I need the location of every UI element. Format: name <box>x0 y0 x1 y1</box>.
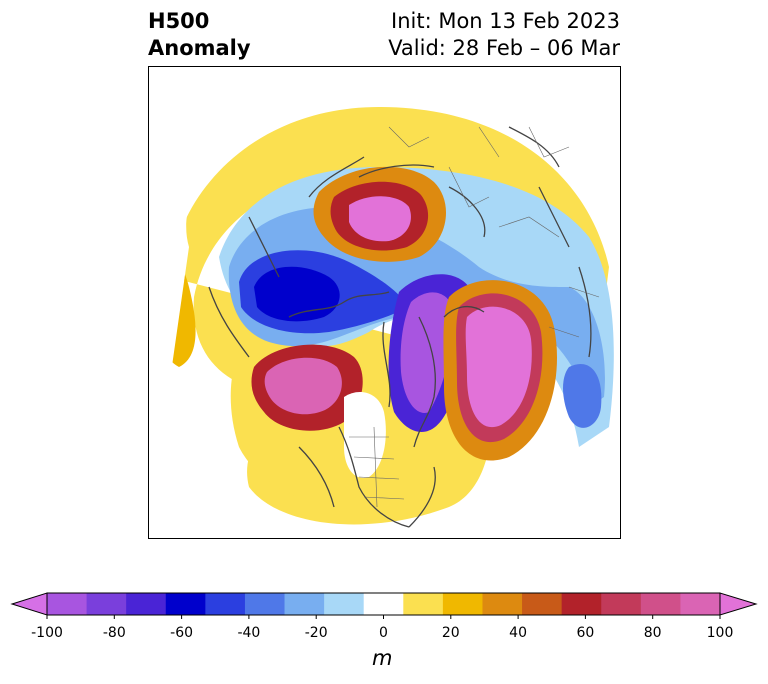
colorbar-tick-label: -20 <box>304 625 328 641</box>
colorbar-segment <box>522 593 563 615</box>
map-svg <box>169 107 614 528</box>
colorbar-tick-label: -40 <box>237 625 261 641</box>
colorbar-segment <box>126 593 167 615</box>
colorbar-tick-label: -60 <box>170 625 194 641</box>
colorbar-tick-label: 60 <box>576 625 595 641</box>
title-variable: H500 <box>148 9 210 33</box>
contour-negative-europe <box>563 363 602 428</box>
colorbar-segment <box>601 593 642 615</box>
valid-range: Valid: 28 Feb – 06 Mar <box>388 36 620 60</box>
title-field: Anomaly <box>148 36 251 60</box>
colorbar-segment <box>284 593 325 615</box>
contour-positive-pacific-core <box>264 357 342 415</box>
colorbar-segment <box>363 593 404 615</box>
colorbar-unit: m <box>372 646 393 670</box>
anomaly-map <box>148 66 621 539</box>
date-info: Init: Mon 13 Feb 2023 Valid: 28 Feb – 06… <box>388 8 620 62</box>
colorbar-extend-high <box>719 592 758 616</box>
colorbar <box>10 592 758 619</box>
country-borders <box>349 126 600 508</box>
init-date: Init: Mon 13 Feb 2023 <box>391 9 620 33</box>
contour-negative-siberia-core <box>400 292 454 413</box>
coastlines <box>208 126 592 528</box>
colorbar-tick-label: 20 <box>441 625 460 641</box>
colorbar-segment <box>482 593 523 615</box>
contour-negative-peak-canada <box>254 266 340 322</box>
contour-positive-atlantic-core <box>465 306 532 428</box>
colorbar-segment <box>561 593 602 615</box>
contour-positive-arctic-core <box>349 196 411 242</box>
colorbar-tick-label: 0 <box>379 625 388 641</box>
colorbar-segment <box>165 593 206 615</box>
colorbar-segment <box>403 593 444 615</box>
colorbar-segment <box>680 593 721 615</box>
colorbar-segment <box>205 593 246 615</box>
colorbar-tick-label: 40 <box>509 625 527 641</box>
map-title: H500 Anomaly <box>148 8 251 62</box>
colorbar-extend-low <box>10 592 48 616</box>
colorbar-tick-label: -80 <box>102 625 126 641</box>
anomaly-field <box>169 107 614 525</box>
colorbar-segment <box>244 593 286 615</box>
colorbar-tick-label: 100 <box>706 625 734 641</box>
colorbar-segment <box>442 593 483 615</box>
colorbar-segment <box>324 593 365 615</box>
colorbar-segment <box>86 593 127 615</box>
contour-north-america-neutral <box>344 392 386 478</box>
colorbar-tick-label: 80 <box>643 625 662 641</box>
colorbar-segment <box>640 593 681 615</box>
colorbar-segment <box>47 593 88 615</box>
colorbar-tick-label: -100 <box>31 625 63 641</box>
